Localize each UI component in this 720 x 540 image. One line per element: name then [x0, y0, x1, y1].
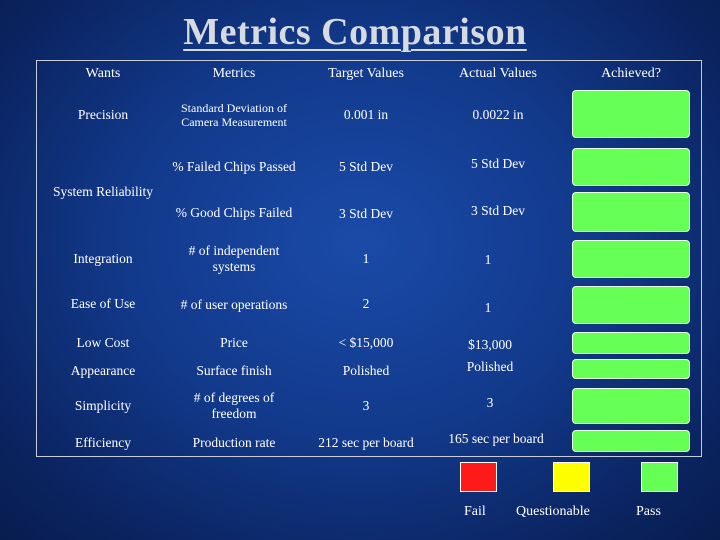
target-efficiency: 212 sec per board: [318, 434, 414, 450]
actual-appearance: Polished: [466, 358, 514, 374]
achieved-indicator-precision: [572, 90, 690, 138]
actual-good-chips: 3 Std Dev: [471, 202, 525, 218]
target-failed-chips: 5 Std Dev: [339, 158, 393, 174]
actual-efficiency: 165 sec per board: [448, 430, 544, 446]
target-precision: 0.001 in: [343, 106, 389, 122]
header-wants: Wants: [85, 65, 121, 81]
achieved-indicator-good-chips: [572, 192, 690, 232]
metric-production-rate: Production rate: [192, 434, 276, 450]
achieved-indicator-simplicity: [572, 388, 690, 424]
want-efficiency: Efficiency: [75, 434, 131, 450]
achieved-indicator-efficiency: [572, 430, 690, 452]
metric-failed-chips-passed: % Failed Chips Passed: [172, 158, 296, 174]
want-ease-of-use: Ease of Use: [70, 295, 136, 311]
page-title: Metrics Comparison: [183, 11, 527, 53]
want-system-reliability: System Reliability: [52, 183, 154, 199]
legend-fail-swatch: [460, 462, 497, 492]
legend-questionable-swatch: [553, 462, 590, 492]
want-low-cost: Low Cost: [76, 334, 130, 350]
actual-ease-of-use: 1: [484, 299, 492, 315]
achieved-indicator-low-cost: [572, 332, 690, 354]
target-simplicity: 3: [362, 397, 370, 413]
achieved-indicator-appearance: [572, 359, 690, 379]
target-low-cost: < $15,000: [338, 334, 394, 350]
header-actual-values: Actual Values: [459, 65, 537, 81]
metric-good-chips-failed: % Good Chips Failed: [175, 204, 293, 220]
actual-low-cost: $13,000: [468, 336, 512, 352]
want-simplicity: Simplicity: [74, 397, 132, 413]
metric-surface-finish: Surface finish: [196, 362, 272, 378]
legend-fail-label: Fail: [464, 504, 486, 519]
want-precision: Precision: [77, 106, 129, 122]
metrics-table: [36, 60, 702, 457]
actual-failed-chips: 5 Std Dev: [471, 155, 525, 171]
legend-pass-label: Pass: [636, 504, 661, 519]
target-integration: 1: [362, 250, 370, 266]
target-good-chips: 3 Std Dev: [339, 205, 393, 221]
want-integration: Integration: [73, 250, 133, 266]
actual-simplicity: 3: [486, 394, 494, 410]
achieved-indicator-ease-of-use: [572, 286, 690, 324]
metric-independent-systems: # of independent systems: [188, 242, 280, 274]
want-appearance: Appearance: [70, 362, 136, 378]
metric-degrees-of-freedom: # of degrees of freedom: [193, 389, 275, 421]
header-achieved: Achieved?: [601, 65, 661, 81]
legend-pass-swatch: [641, 462, 678, 492]
achieved-indicator-failed-chips: [572, 148, 690, 186]
target-ease-of-use: 2: [362, 295, 370, 311]
metric-price: Price: [220, 334, 248, 350]
actual-precision: 0.0022 in: [472, 106, 524, 122]
legend-questionable-label: Questionable: [516, 504, 590, 519]
metric-user-operations: # of user operations: [180, 296, 288, 312]
metric-std-dev-camera: Standard Deviation of Camera Measurement: [181, 100, 287, 129]
achieved-indicator-integration: [572, 240, 690, 278]
target-appearance: Polished: [342, 362, 390, 378]
actual-integration: 1: [484, 251, 492, 267]
header-target-values: Target Values: [328, 65, 404, 81]
header-metrics: Metrics: [212, 65, 256, 81]
